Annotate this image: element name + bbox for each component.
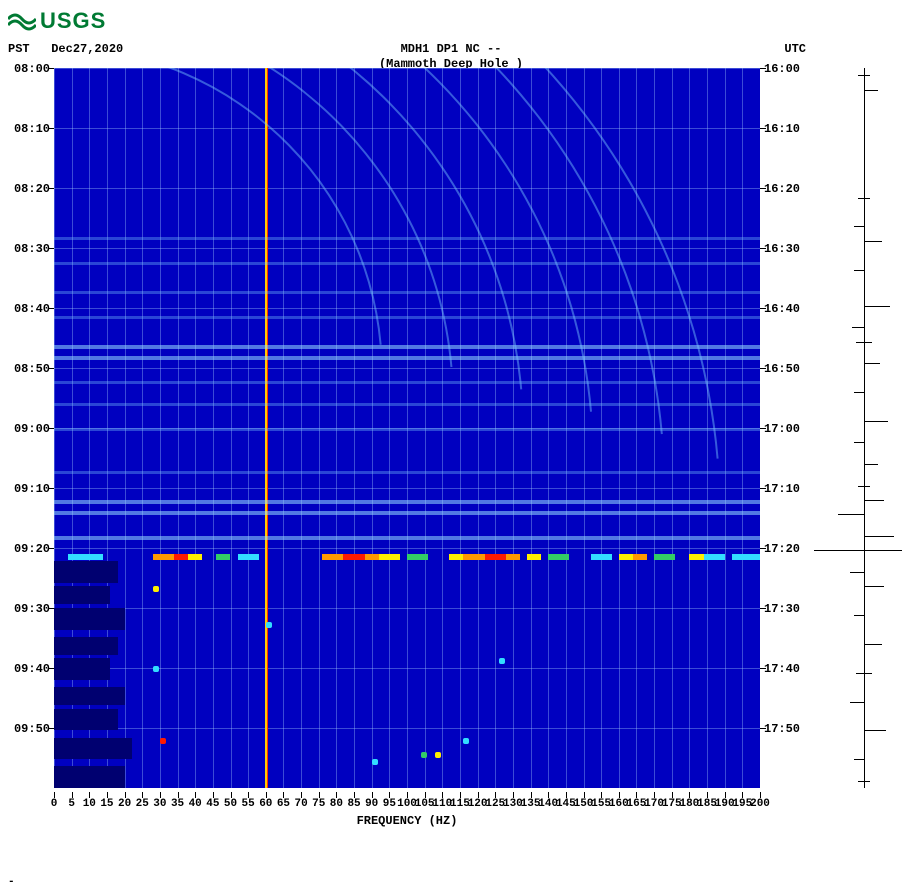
y-axis-right: 16:0016:1016:2016:3016:4016:5017:0017:10…: [764, 68, 806, 788]
x-tick-label: 75: [312, 798, 325, 810]
footer-mark: -: [8, 876, 15, 888]
time-label-right: 17:20: [764, 542, 806, 556]
time-label-left: 08:20: [8, 182, 50, 196]
x-tick-label: 25: [136, 798, 149, 810]
x-tick-label: 30: [153, 798, 166, 810]
x-tick-label: 95: [383, 798, 396, 810]
usgs-text: USGS: [40, 8, 106, 34]
date: Dec27,2020: [51, 42, 123, 56]
x-tick-label: 40: [189, 798, 202, 810]
x-axis: FREQUENCY (HZ) 05 10 15 20 25 30 35 40 45 50 55 60 6…: [54, 792, 760, 826]
tz-right: UTC: [784, 42, 806, 56]
time-label-left: 09:00: [8, 422, 50, 436]
x-tick-label: 35: [171, 798, 184, 810]
x-tick-label: 200: [750, 798, 770, 810]
header-left: PST Dec27,2020: [8, 42, 123, 56]
x-tick-label: 15: [100, 798, 113, 810]
spectrogram-chart: 08:0008:1008:2008:3008:4008:5009:0009:10…: [8, 68, 894, 828]
time-label-right: 16:40: [764, 302, 806, 316]
time-label-left: 09:10: [8, 482, 50, 496]
usgs-wave-icon: [8, 11, 36, 31]
time-label-left: 09:50: [8, 722, 50, 736]
x-tick-label: 70: [294, 798, 307, 810]
time-label-right: 17:30: [764, 602, 806, 616]
time-label-right: 16:50: [764, 362, 806, 376]
time-label-left: 08:00: [8, 62, 50, 76]
time-label-left: 08:40: [8, 302, 50, 316]
x-tick-label: 80: [330, 798, 343, 810]
x-tick-label: 90: [365, 798, 378, 810]
time-label-left: 09:20: [8, 542, 50, 556]
x-tick-label: 50: [224, 798, 237, 810]
tz-left: PST: [8, 42, 30, 56]
x-tick-label: 55: [242, 798, 255, 810]
time-label-left: 08:10: [8, 122, 50, 136]
amplitude-axis-line: [864, 68, 865, 788]
time-label-right: 16:00: [764, 62, 806, 76]
time-label-left: 09:40: [8, 662, 50, 676]
time-label-left: 08:50: [8, 362, 50, 376]
x-tick-label: 85: [347, 798, 360, 810]
x-tick-label: 0: [51, 798, 58, 810]
time-label-right: 17:50: [764, 722, 806, 736]
x-tick-label: 45: [206, 798, 219, 810]
x-tick-label: 65: [277, 798, 290, 810]
x-tick-label: 60: [259, 798, 272, 810]
spectrogram-plot: [54, 68, 760, 788]
time-label-right: 17:40: [764, 662, 806, 676]
amplitude-trace: [836, 68, 892, 788]
time-label-left: 08:30: [8, 242, 50, 256]
x-axis-title: FREQUENCY (HZ): [54, 814, 760, 828]
x-tick-label: 20: [118, 798, 131, 810]
time-label-right: 16:30: [764, 242, 806, 256]
time-label-right: 16:20: [764, 182, 806, 196]
x-tick-label: 5: [68, 798, 75, 810]
y-axis-left: 08:0008:1008:2008:3008:4008:5009:0009:10…: [8, 68, 50, 788]
time-label-left: 09:30: [8, 602, 50, 616]
x-tick-label: 10: [83, 798, 96, 810]
time-label-right: 17:10: [764, 482, 806, 496]
time-label-right: 17:00: [764, 422, 806, 436]
time-label-right: 16:10: [764, 122, 806, 136]
usgs-logo: USGS: [8, 8, 894, 34]
